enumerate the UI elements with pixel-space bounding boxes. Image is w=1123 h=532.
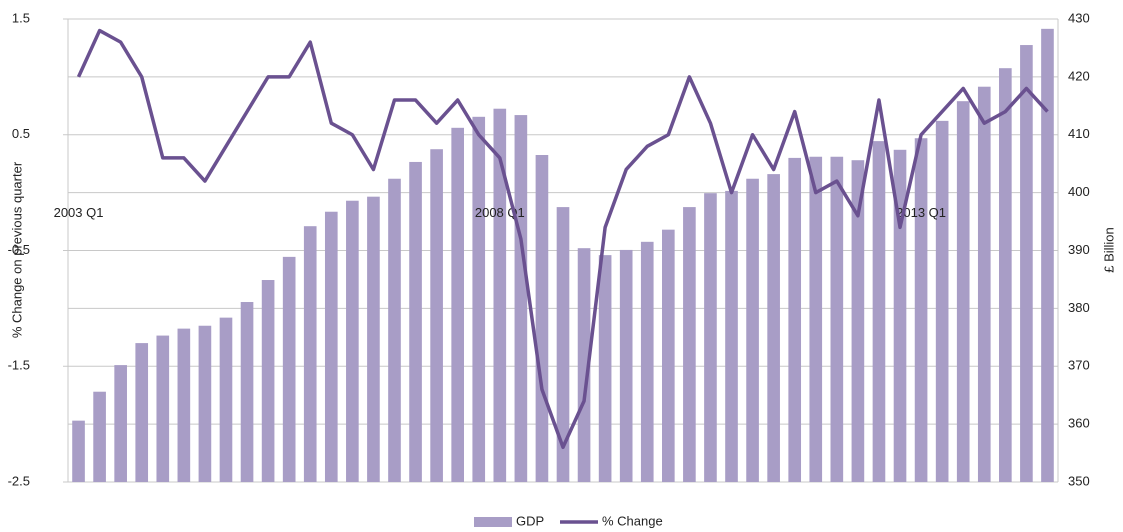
x-tick-label: 2008 Q1: [475, 205, 525, 220]
y2-tick-label: 420: [1068, 68, 1090, 83]
bar: [830, 156, 844, 482]
bar: [977, 86, 991, 483]
line: [76, 28, 1049, 450]
y2-axis-label: £ Billion: [1101, 227, 1116, 273]
bar: [577, 248, 591, 482]
y2-tick-label: 400: [1068, 184, 1090, 199]
bar: [324, 211, 338, 482]
bar: [430, 149, 443, 482]
bar: [346, 200, 359, 483]
legend-label: % Change: [602, 513, 663, 528]
bar: [767, 174, 780, 483]
y2-tick-label: 430: [1068, 10, 1090, 25]
bar: [704, 193, 717, 483]
y-tick-label: 0.5: [12, 126, 30, 141]
bar: [514, 115, 528, 482]
bar: [493, 108, 507, 483]
bar: [956, 101, 970, 483]
bar: [1020, 45, 1033, 482]
bar: [303, 226, 317, 482]
bar: [409, 161, 422, 483]
bar: [1041, 28, 1054, 483]
y2-tick-label: 380: [1068, 300, 1090, 315]
legend-swatch: [474, 517, 512, 527]
bar: [451, 127, 464, 483]
y2-tick-label: 360: [1068, 416, 1090, 431]
bar: [851, 160, 865, 482]
bar: [872, 141, 886, 482]
bar: [999, 68, 1012, 482]
bar: [72, 420, 85, 482]
y2-tick-label: 350: [1068, 473, 1090, 488]
bar: [809, 156, 823, 482]
bar: [725, 190, 738, 483]
y2-tick-label: 410: [1068, 126, 1090, 141]
bar: [935, 120, 949, 483]
x-tick-label: 2003 Q1: [54, 205, 104, 220]
bar: [556, 207, 570, 482]
bar: [135, 343, 149, 482]
bar: [240, 302, 254, 482]
bar: [662, 229, 675, 482]
y2-tick-label: 390: [1068, 242, 1090, 257]
y-tick-label: -2.5: [8, 473, 30, 488]
bar: [640, 241, 654, 482]
y-tick-label: 1.5: [12, 10, 30, 25]
bar: [598, 255, 612, 482]
bar: [367, 196, 380, 482]
y2-tick-label: 370: [1068, 358, 1090, 373]
bar: [177, 328, 191, 482]
bar: [156, 335, 170, 482]
bar: [683, 207, 696, 482]
bar: [261, 280, 275, 482]
bar: [535, 155, 549, 482]
bar: [219, 317, 233, 482]
bar: [746, 178, 759, 483]
y-axis-label: % Change on previous quarter: [9, 161, 24, 338]
bar: [788, 157, 802, 482]
y-tick-label: -1.5: [8, 358, 30, 373]
bar: [114, 365, 127, 482]
legend-label: GDP: [516, 513, 544, 528]
y-tick-label: -0.5: [8, 242, 30, 257]
x-tick-label: 2013 Q1: [896, 205, 946, 220]
bar: [198, 325, 212, 482]
bar: [893, 149, 907, 483]
bar: [914, 138, 928, 482]
bar: [93, 391, 106, 482]
bar: [472, 116, 486, 482]
bar: [619, 249, 633, 482]
bar: [282, 256, 296, 482]
bar: [388, 178, 401, 483]
